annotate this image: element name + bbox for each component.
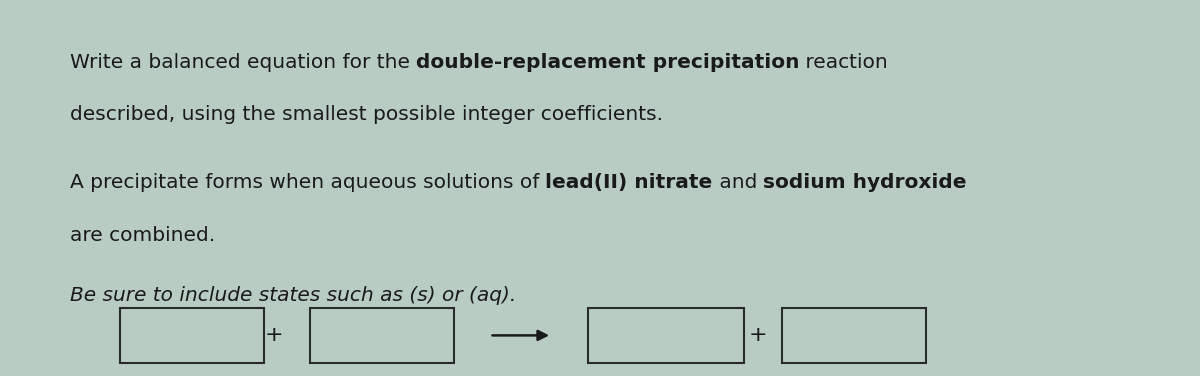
Text: Write a balanced equation for the: Write a balanced equation for the	[70, 53, 416, 72]
Text: and: and	[713, 173, 763, 192]
Text: described, using the smallest possible integer coefficients.: described, using the smallest possible i…	[70, 105, 662, 124]
Text: double-replacement precipitation: double-replacement precipitation	[416, 53, 799, 72]
Text: Be sure to include states such as (s) or (aq).: Be sure to include states such as (s) or…	[70, 286, 516, 305]
Text: A precipitate forms when aqueous solutions of: A precipitate forms when aqueous solutio…	[70, 173, 545, 192]
Text: are combined.: are combined.	[70, 226, 215, 245]
Text: reaction: reaction	[799, 53, 888, 72]
Text: +: +	[749, 325, 768, 346]
Text: lead(II) nitrate: lead(II) nitrate	[545, 173, 713, 192]
Text: sodium hydroxide: sodium hydroxide	[763, 173, 967, 192]
Text: +: +	[264, 325, 283, 346]
